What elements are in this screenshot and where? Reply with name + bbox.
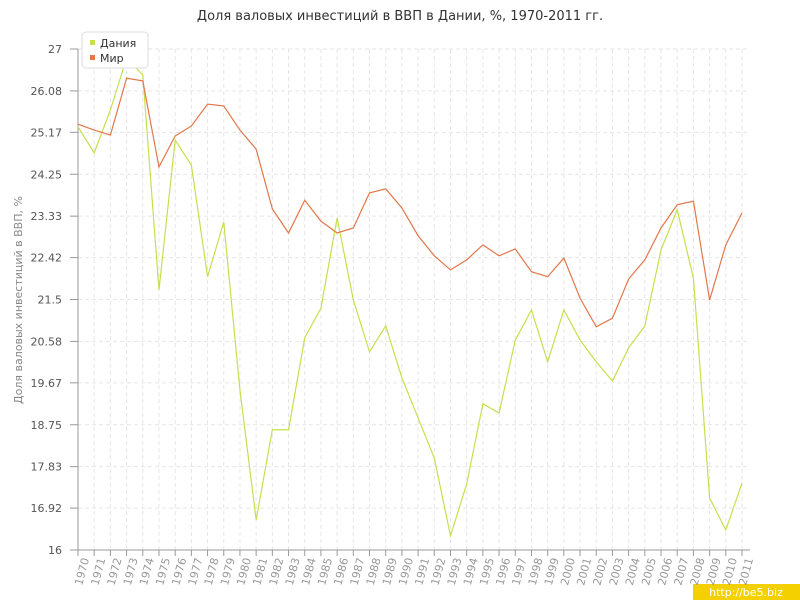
watermark-bg xyxy=(693,584,800,600)
y-tick-label: 19.67 xyxy=(31,377,63,390)
y-tick-label: 25.17 xyxy=(31,126,63,139)
y-tick-label: 16.92 xyxy=(31,502,63,515)
legend-label: Дания xyxy=(100,37,136,50)
y-tick-label: 20.58 xyxy=(31,335,63,348)
legend-swatch xyxy=(90,40,95,45)
y-axis-label: Доля валовых инвестиций в ВВП, % xyxy=(12,196,25,404)
legend-label: Мир xyxy=(100,52,124,65)
legend-box xyxy=(81,31,149,69)
y-tick-label: 26.08 xyxy=(31,85,63,98)
watermark: http://be5.biz xyxy=(709,586,783,599)
y-tick-label: 16 xyxy=(48,544,62,557)
legend-swatch xyxy=(90,55,95,60)
y-tick-label: 21.5 xyxy=(38,294,63,307)
y-tick-label: 24.25 xyxy=(31,168,63,181)
y-tick-label: 22.42 xyxy=(31,252,63,265)
y-tick-label: 27 xyxy=(48,43,62,56)
y-tick-label: 23.33 xyxy=(31,210,63,223)
y-tick-label: 18.75 xyxy=(31,419,63,432)
y-tick-label: 17.83 xyxy=(31,461,63,474)
chart-title: Доля валовых инвестиций в ВВП в Дании, %… xyxy=(197,9,603,24)
series-line xyxy=(77,56,743,539)
series-line xyxy=(77,77,743,328)
